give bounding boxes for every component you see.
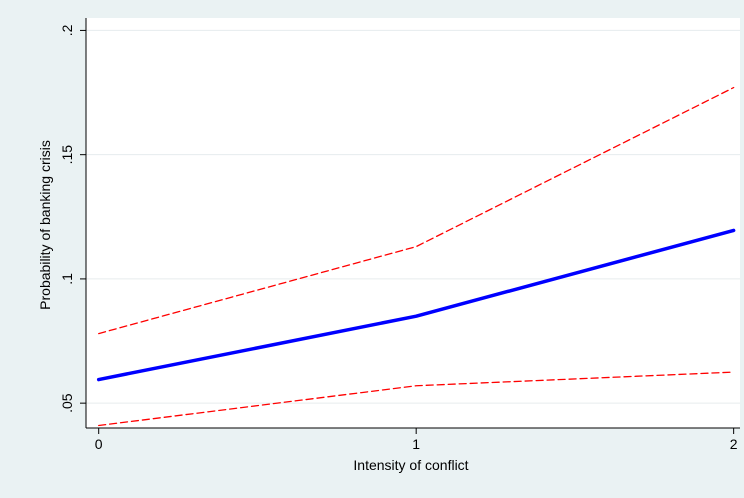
y-tick-label-0: .05	[59, 393, 75, 413]
y-tick-label-2: .15	[59, 145, 75, 165]
upper-ci-line	[98, 86, 735, 335]
plot-area	[86, 18, 740, 428]
axes: .05 .1 .15 .2 0 1 2	[59, 18, 740, 452]
x-tick-label-1: 1	[412, 436, 420, 452]
x-tick-label-0: 0	[95, 436, 103, 452]
y-tick-label-3: .2	[59, 24, 75, 36]
x-tick-label-2: 2	[730, 436, 738, 452]
series-group	[96, 86, 736, 427]
gridlines	[86, 29, 740, 404]
y-tick-label-1: .1	[59, 273, 75, 285]
lower-ci-line	[98, 371, 735, 427]
y-axis-title: Probability of banking crisis	[37, 140, 53, 310]
x-axis-title: Intensity of conflict	[353, 457, 468, 473]
estimate-line	[96, 228, 736, 382]
